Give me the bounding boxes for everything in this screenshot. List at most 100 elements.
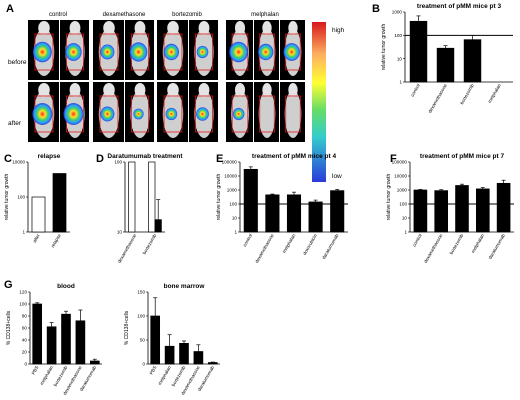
chart-title: relapse bbox=[38, 153, 61, 160]
bioluminescence-signal bbox=[229, 41, 249, 63]
panel-letter-e: E bbox=[216, 153, 223, 165]
row-label-after: after bbox=[8, 120, 22, 127]
mouse-tile bbox=[189, 20, 218, 80]
bioluminescence-signal bbox=[232, 107, 245, 121]
y-axis-label: % CD138+cells bbox=[6, 310, 12, 345]
x-tick-label: bortezomib bbox=[171, 365, 187, 388]
y-tick-label: 1 bbox=[404, 230, 407, 235]
bioluminescence-signal bbox=[196, 45, 209, 59]
bar-control bbox=[413, 189, 428, 233]
y-tick-label: 120 bbox=[19, 290, 27, 295]
y-tick-label: 1 bbox=[22, 230, 25, 235]
y-axis-label: relative tumor growth bbox=[216, 173, 222, 220]
bar-dexamethasone bbox=[128, 161, 136, 233]
bar-after bbox=[31, 196, 46, 233]
chart-g2: bone marrow % CD138+cells 0 50 100 150 PBS melp… bbox=[124, 283, 220, 396]
x-tick-label: melphalan bbox=[281, 233, 296, 254]
bar-melphalan bbox=[46, 326, 57, 365]
group-label-dexamethasone: dexamethasone bbox=[103, 12, 146, 18]
mouse-tile bbox=[28, 20, 59, 80]
bar-bortezomib bbox=[455, 185, 469, 233]
y-tick-label: 60 bbox=[22, 326, 28, 331]
bioluminescence-signal bbox=[258, 43, 274, 61]
x-tick-label: daratumumab bbox=[321, 233, 340, 260]
mouse-images bbox=[28, 20, 305, 142]
colorbar-high-label: high bbox=[332, 27, 345, 34]
group-label-bortezomib: bortezomib bbox=[172, 12, 202, 18]
panel-letter-a: A bbox=[6, 3, 14, 15]
bioluminescence-signal bbox=[196, 107, 209, 121]
x-tick-label: dexamethasone bbox=[427, 83, 448, 114]
bioluminescence-signal bbox=[283, 43, 300, 61]
y-tick-label: 100 bbox=[137, 314, 145, 319]
bar-melphalan bbox=[476, 188, 490, 233]
mouse-tile bbox=[93, 20, 124, 80]
y-tick-label: 100 bbox=[114, 160, 122, 165]
y-tick-label: 1000 bbox=[392, 10, 403, 15]
bar-control bbox=[243, 168, 258, 233]
panel-letter-f: F bbox=[390, 153, 397, 165]
mouse-tile bbox=[254, 20, 279, 80]
y-axis-label: relative tumor growth bbox=[4, 173, 10, 220]
group-label-melphalan: melphalan bbox=[251, 12, 279, 18]
y-tick-label: 10 bbox=[117, 230, 123, 235]
bioluminescence-signal bbox=[133, 108, 144, 120]
x-tick-label: melphalan bbox=[39, 365, 54, 386]
y-tick-label: 100000 bbox=[392, 160, 408, 165]
mouse-tile bbox=[60, 20, 89, 80]
x-tick-label: melphalan bbox=[487, 83, 502, 104]
mouse-tile bbox=[226, 20, 253, 80]
bar-PBS bbox=[32, 303, 43, 365]
y-tick-label: 100 bbox=[17, 195, 25, 200]
y-tick-label: 0 bbox=[142, 362, 145, 367]
x-tick-label: relapse bbox=[50, 233, 62, 249]
panel-a: A control dexamethasone bortezomib melph… bbox=[6, 3, 345, 182]
group-label-control: control bbox=[49, 12, 67, 18]
mouse-tile bbox=[93, 82, 124, 142]
x-tick-label: bortezomib bbox=[142, 233, 158, 256]
mouse-tile bbox=[125, 82, 154, 142]
bioluminescence-signal bbox=[129, 42, 148, 62]
mouse-tile bbox=[28, 82, 59, 142]
y-tick-label: 0 bbox=[24, 362, 27, 367]
bioluminescence-signal bbox=[100, 106, 115, 122]
x-tick-label: dexamethasone bbox=[423, 233, 444, 264]
mouse-tile bbox=[280, 82, 305, 142]
x-tick-label: bortezomib bbox=[53, 365, 69, 388]
bioluminescence-signal bbox=[33, 41, 52, 63]
bar-bortezomib bbox=[148, 161, 156, 233]
bar-dexamethasone bbox=[436, 47, 455, 83]
mouse-tile bbox=[254, 82, 279, 142]
mouse-tile bbox=[157, 20, 188, 80]
y-tick-label: 100 bbox=[394, 33, 402, 38]
y-tick-label: 10 bbox=[402, 216, 408, 221]
panel-letter-d: D bbox=[96, 153, 104, 165]
bar-relapse bbox=[52, 173, 67, 233]
y-tick-label: 1 bbox=[399, 80, 402, 85]
bar-melphalan bbox=[286, 194, 302, 233]
x-tick-label: bortezomib bbox=[459, 83, 475, 106]
chart-title: treatment of pMM mice pt 7 bbox=[420, 153, 505, 160]
y-tick-label: 10000 bbox=[394, 174, 407, 179]
y-tick-label: 100 bbox=[399, 202, 407, 207]
x-tick-label: control bbox=[410, 83, 421, 97]
x-tick-label: after bbox=[32, 233, 41, 244]
colorbar bbox=[312, 22, 326, 182]
x-tick-label: daratumumab bbox=[487, 233, 506, 260]
x-tick-label: dexamethasone bbox=[254, 233, 275, 264]
mouse-tile bbox=[226, 82, 253, 142]
bar-doxorubicin bbox=[308, 201, 323, 233]
y-tick-label: 100000 bbox=[222, 160, 238, 165]
row-label-before: before bbox=[8, 59, 27, 66]
x-tick-label: control bbox=[242, 233, 253, 247]
bioluminescence-signal bbox=[65, 43, 82, 61]
y-axis-label: % CD138+cells bbox=[124, 310, 130, 345]
mouse-tile bbox=[60, 82, 89, 142]
x-tick-label: PBS bbox=[31, 365, 40, 375]
y-axis-label: relative tumor growth bbox=[381, 23, 387, 70]
